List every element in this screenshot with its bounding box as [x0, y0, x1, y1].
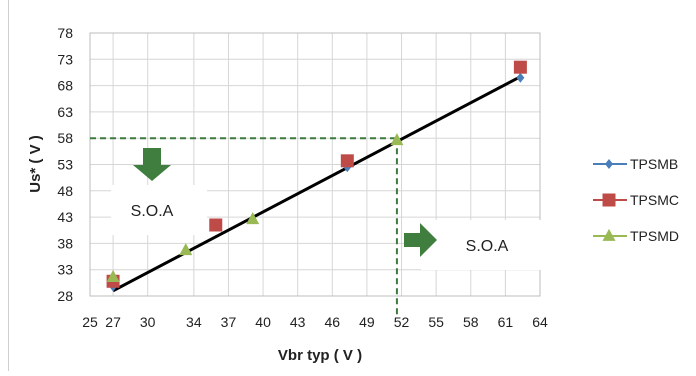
- y-tick-label: 63: [57, 104, 73, 120]
- point-tpsmc: [340, 154, 354, 168]
- point-tpsmc: [513, 60, 527, 74]
- x-tick-label: 27: [105, 314, 121, 330]
- x-tick-label: 30: [140, 314, 156, 330]
- point-tpsmd: [246, 212, 260, 225]
- y-tick-label: 73: [57, 51, 73, 67]
- soa-label-right: S.O.A: [466, 238, 509, 255]
- x-tick-label: 25: [82, 314, 98, 330]
- x-tick-label: 55: [428, 314, 444, 330]
- soa-box-right: [421, 220, 549, 270]
- legend-marker-tpsmc: [602, 193, 616, 207]
- x-tick-label: 46: [325, 314, 341, 330]
- right-arrow-icon: [404, 223, 437, 257]
- plot-area: [89, 32, 541, 297]
- y-tick-label: 48: [57, 183, 73, 199]
- x-tick-label: 37: [221, 314, 237, 330]
- legend-marker-tpsmb: [605, 159, 613, 169]
- x-tick-label: 40: [255, 314, 271, 330]
- annotations: S.O.A S.O.A: [111, 148, 549, 270]
- x-tick-label: 64: [532, 314, 548, 330]
- y-axis-ticks: 28 33 38 43 48 53 58 63 68 73 78: [57, 25, 73, 304]
- legend-marker-tpsmd: [602, 228, 616, 241]
- x-tick-label: 49: [359, 314, 375, 330]
- x-tick-label: 61: [498, 314, 514, 330]
- y-tick-label: 58: [57, 130, 73, 146]
- down-arrow-icon: [133, 148, 171, 181]
- legend-label-tpsmd: TPSMD: [630, 228, 679, 244]
- x-tick-label: 52: [394, 314, 410, 330]
- threshold-lines: [90, 137, 398, 318]
- point-tpsmd: [390, 133, 404, 146]
- y-tick-label: 28: [57, 288, 73, 304]
- y-tick-label: 38: [57, 235, 73, 251]
- y-tick-label: 33: [57, 262, 73, 278]
- x-axis-label: Vbr typ ( V ): [278, 347, 362, 364]
- x-tick-label: 34: [186, 314, 202, 330]
- soa-label-left: S.O.A: [131, 203, 174, 220]
- frame-left-border: [8, 0, 9, 371]
- point-tpsmc: [209, 218, 223, 232]
- legend-label-tpsmc: TPSMC: [630, 192, 679, 208]
- y-tick-label: 68: [57, 78, 73, 94]
- point-tpsmb: [516, 72, 525, 83]
- data-points: [106, 60, 527, 292]
- plot-border: [89, 32, 541, 297]
- x-axis-ticks: 25 27 30 34 37 40 43 46 49 52 55 58 61 64: [82, 314, 548, 330]
- y-tick-label: 43: [57, 209, 73, 225]
- y-tick-label: 78: [57, 25, 73, 41]
- y-tick-label: 53: [57, 157, 73, 173]
- x-tick-label: 43: [290, 314, 306, 330]
- legend-label-tpsmb: TPSMB: [630, 156, 678, 172]
- soa-box-left: [111, 185, 207, 235]
- point-tpsmd: [106, 269, 120, 282]
- x-tick-label: 58: [463, 314, 479, 330]
- legend: TPSMB TPSMC TPSMD: [593, 156, 679, 244]
- point-tpsmd: [179, 243, 193, 256]
- y-axis-label: Us* ( V ): [27, 135, 44, 193]
